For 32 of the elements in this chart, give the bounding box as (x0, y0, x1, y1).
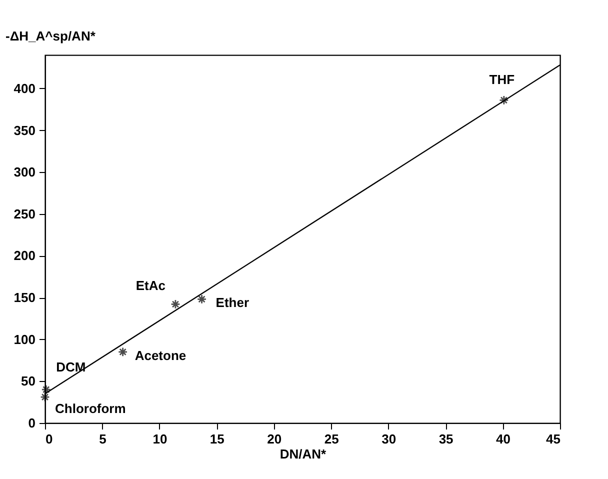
y-tick-label: 50 (21, 374, 36, 389)
x-tick-label: 5 (99, 432, 106, 446)
x-tick-label: 45 (546, 432, 560, 446)
x-tick-label: 15 (210, 432, 224, 446)
y-tick-label: 200 (14, 248, 36, 264)
y-tick-label: 0 (28, 416, 36, 430)
x-tick-label: 10 (152, 432, 168, 446)
x-tick-label: 20 (267, 432, 282, 446)
point (41, 384, 52, 394)
y-axis-title: -ΔH_A^sp/AN* (6, 28, 96, 44)
y-tick-label: 150 (14, 290, 36, 306)
annotation: Acetone (134, 348, 186, 363)
annotation: DCM (56, 360, 86, 375)
x-axis-title: DN/AN* (280, 446, 328, 462)
x-tick-label: 25 (324, 432, 339, 446)
y-tick-label: 350 (14, 122, 36, 138)
y-tick-label: 400 (14, 80, 36, 96)
y-tick-label: 100 (14, 332, 36, 347)
y-tick-label: 300 (14, 164, 36, 180)
point (118, 347, 128, 357)
point (196, 294, 207, 304)
annotation: THF (489, 72, 515, 88)
point (499, 95, 509, 106)
point (170, 299, 180, 310)
annotation: EtAc (136, 278, 166, 294)
x-tick-label: 30 (382, 432, 396, 446)
x-tick-label: 35 (438, 432, 454, 446)
x-tick-label: 0 (46, 432, 53, 446)
annotation: Chloroform (55, 401, 126, 416)
annotation: Ether (216, 295, 250, 310)
y-tick-label: 250 (14, 206, 36, 222)
x-tick-label: 40 (496, 432, 511, 446)
